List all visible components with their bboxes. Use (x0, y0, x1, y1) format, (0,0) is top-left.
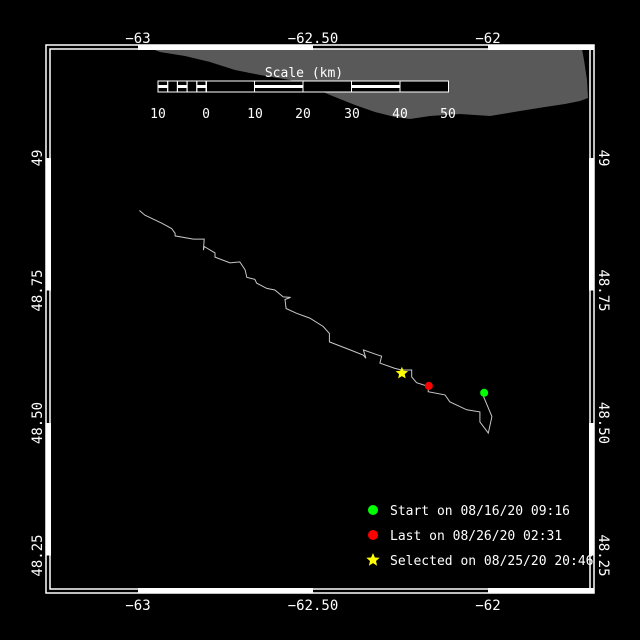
scale-stripe (177, 85, 188, 88)
frame-band (589, 158, 594, 291)
scale-label: 40 (392, 107, 408, 122)
legend-label: Selected on 08/25/20 20:46 (390, 554, 594, 569)
legend-circle-icon (368, 505, 378, 515)
scale-label: 30 (344, 107, 360, 122)
frame-outer (45, 44, 595, 594)
lat-tick-label-left: 49 (30, 150, 46, 167)
map-frame (45, 44, 595, 594)
scale-stripe (254, 85, 303, 88)
scale-stripe (196, 85, 207, 88)
legend-circle-icon (368, 530, 378, 540)
last-marker (424, 381, 433, 390)
scale-segment (399, 80, 449, 93)
scale-title: Scale (km) (265, 66, 343, 81)
start-marker (480, 388, 489, 397)
legend-star-icon (366, 553, 380, 566)
lon-tick-label-top: −62.50 (288, 31, 339, 47)
scale-stripe (351, 85, 400, 88)
frame-band (46, 423, 51, 556)
scale-label: 10 (150, 107, 166, 122)
legend-label: Start on 08/16/20 09:16 (390, 504, 570, 519)
lon-tick-label-bottom: −63 (125, 598, 150, 614)
lon-tick-label-top: −63 (125, 31, 150, 47)
frame-band (46, 158, 51, 291)
frame-band (589, 423, 594, 556)
drift-track (139, 210, 493, 435)
scale-label: 20 (295, 107, 311, 122)
scale-bar: Scale (km) 10 0 10 20 30 40 50 (150, 66, 456, 122)
scale-stripe (158, 85, 168, 88)
scale-label: 0 (202, 107, 210, 122)
lat-tick-label-right: 49 (595, 150, 611, 167)
lon-tick-label-bottom: −62 (475, 598, 500, 614)
lat-tick-label-right: 48.50 (595, 402, 611, 444)
lat-tick-label-right: 48.75 (595, 269, 611, 311)
frame-band (138, 45, 313, 50)
scale-label: 50 (440, 107, 456, 122)
lat-tick-label-right: 48.25 (595, 534, 611, 576)
frame-inner (49, 48, 591, 590)
frame-band (138, 588, 313, 593)
legend: Start on 08/16/20 09:16 Last on 08/26/20 … (366, 504, 594, 569)
lon-tick-label-bottom: −62.50 (288, 598, 339, 614)
lat-tick-label-left: 48.25 (30, 534, 46, 576)
legend-label: Last on 08/26/20 02:31 (390, 529, 562, 544)
lat-tick-label-left: 48.75 (30, 269, 46, 311)
frame-band (488, 45, 594, 50)
scale-label: 10 (247, 107, 263, 122)
lon-tick-label-top: −62 (475, 31, 500, 47)
lat-tick-label-left: 48.50 (30, 402, 46, 444)
selected-star-marker (395, 366, 409, 379)
frame-band (488, 588, 594, 593)
